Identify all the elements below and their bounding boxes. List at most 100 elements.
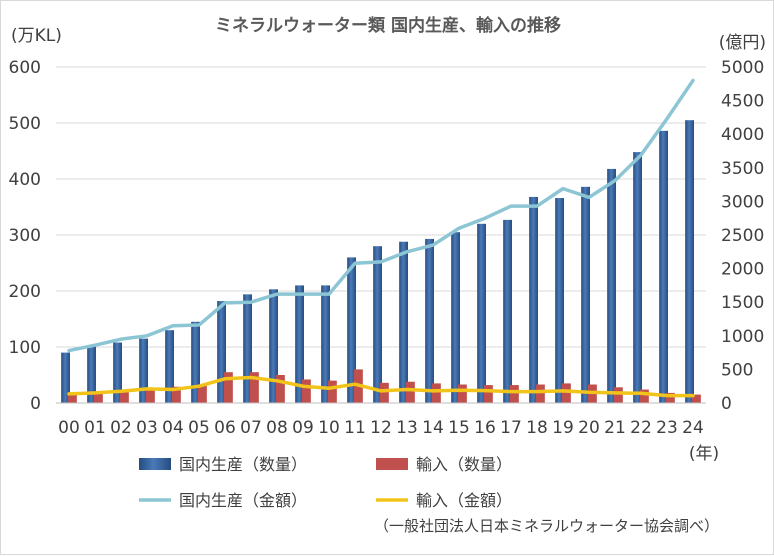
bar-domestic-volume	[113, 342, 122, 403]
x-tick-label: 08	[266, 418, 288, 438]
y-right-tick-label: 5000	[721, 58, 764, 78]
bar-import-volume	[510, 385, 519, 403]
x-tick-label: 14	[422, 418, 444, 438]
x-tick-label: 20	[578, 418, 600, 438]
x-tick-label: 01	[84, 418, 106, 438]
y-right-tick-label: 4000	[721, 125, 764, 145]
bar-domestic-volume	[165, 330, 174, 403]
bar-import-volume	[224, 372, 233, 403]
y-right-tick-label: 3000	[721, 192, 764, 212]
y-right-tick-label: 2000	[721, 260, 764, 280]
x-tick-label: 05	[188, 418, 210, 438]
bar-domestic-volume	[607, 168, 616, 403]
bar-domestic-volume	[555, 198, 564, 403]
bar-domestic-volume	[633, 152, 642, 403]
bar-domestic-volume	[425, 238, 434, 403]
bar-domestic-volume	[243, 294, 252, 403]
bar-domestic-volume	[529, 196, 538, 403]
x-tick-label: 04	[162, 418, 184, 438]
x-tick-label: 00	[58, 418, 80, 438]
x-tick-label: 15	[448, 418, 470, 438]
x-tick-label: 18	[526, 418, 548, 438]
bar-import-volume	[172, 386, 181, 403]
legend-label: 国内生産（金額）	[179, 491, 307, 510]
bar-import-volume	[328, 380, 337, 403]
legend-swatch	[376, 458, 408, 470]
bar-import-volume	[146, 389, 155, 403]
y-right-unit-label: (億円)	[719, 33, 766, 53]
x-tick-label: 17	[500, 418, 522, 438]
bar-import-volume	[458, 384, 467, 403]
bar-domestic-volume	[321, 285, 330, 403]
legend-swatch	[139, 458, 171, 470]
x-tick-label: 16	[474, 418, 496, 438]
bar-import-volume	[276, 375, 285, 403]
source-note: （一般社団法人日本ミネラルウォーター協会調べ）	[374, 517, 719, 535]
bar-import-volume	[250, 372, 259, 403]
bars	[61, 120, 701, 403]
bar-import-volume	[94, 392, 103, 403]
x-tick-label: 22	[630, 418, 652, 438]
y-right-tick-label: 1500	[721, 293, 764, 313]
bar-import-volume	[198, 384, 207, 403]
bar-domestic-volume	[503, 219, 512, 403]
y-right-tick-label: 3500	[721, 159, 764, 179]
x-tick-label: 10	[318, 418, 340, 438]
bar-import-volume	[406, 381, 415, 403]
bar-import-volume	[666, 392, 675, 403]
x-tick-label: 07	[240, 418, 262, 438]
bar-domestic-volume	[581, 186, 590, 403]
bar-domestic-volume	[347, 257, 356, 403]
legend: 国内生産（数量） 輸入（数量） 国内生産（金額） 輸入（金額）	[139, 455, 512, 510]
bar-import-volume	[484, 385, 493, 403]
y-right-tick-label: 500	[721, 360, 753, 380]
y-left-unit-label: (万KL)	[11, 26, 62, 46]
x-tick-label: 24	[682, 418, 704, 438]
bar-import-volume	[380, 382, 389, 403]
lines	[67, 78, 695, 398]
x-tick-label: 09	[292, 418, 314, 438]
legend-label: 輸入（金額）	[416, 491, 512, 510]
bar-domestic-volume	[451, 232, 460, 403]
bar-import-volume	[614, 387, 623, 403]
chart-title: ミネラルウォーター類 国内生産、輸入の推移	[215, 15, 561, 36]
bar-domestic-volume	[399, 241, 408, 403]
bar-domestic-volume	[217, 301, 226, 403]
line-import-value	[67, 375, 695, 398]
bar-import-volume	[68, 394, 77, 403]
legend-label: 国内生産（数量）	[179, 455, 307, 474]
bar-domestic-volume	[659, 130, 668, 403]
y-left-tick-label: 300	[9, 226, 41, 246]
bar-domestic-volume	[477, 223, 486, 403]
y-left-tick-label: 200	[9, 282, 41, 302]
axes: 0100200300400500600050010001500200025003…	[9, 58, 765, 438]
y-right-tick-label: 2500	[721, 226, 764, 246]
bar-import-volume	[120, 391, 129, 403]
bar-domestic-volume	[685, 120, 694, 403]
x-tick-label: 06	[214, 418, 236, 438]
x-tick-label: 21	[604, 418, 626, 438]
bar-domestic-volume	[373, 246, 382, 403]
x-tick-label: 19	[552, 418, 574, 438]
bar-domestic-volume	[295, 285, 304, 403]
y-left-tick-label: 500	[9, 114, 41, 134]
bar-import-volume	[302, 379, 311, 403]
x-tick-label: 23	[656, 418, 678, 438]
bar-import-volume	[640, 389, 649, 403]
bar-domestic-volume	[191, 321, 200, 403]
x-unit-label: (年)	[689, 444, 719, 464]
bar-import-volume	[692, 394, 701, 403]
bar-import-volume	[536, 384, 545, 403]
bar-domestic-volume	[61, 352, 70, 403]
bar-domestic-volume	[87, 345, 96, 403]
bar-import-volume	[432, 383, 441, 403]
y-right-tick-label: 0	[721, 394, 732, 414]
x-tick-label: 11	[344, 418, 366, 438]
y-right-tick-label: 1000	[721, 327, 764, 347]
bar-domestic-volume	[269, 289, 278, 403]
x-tick-label: 13	[396, 418, 418, 438]
x-tick-label: 12	[370, 418, 392, 438]
line-domestic-value	[67, 78, 695, 353]
